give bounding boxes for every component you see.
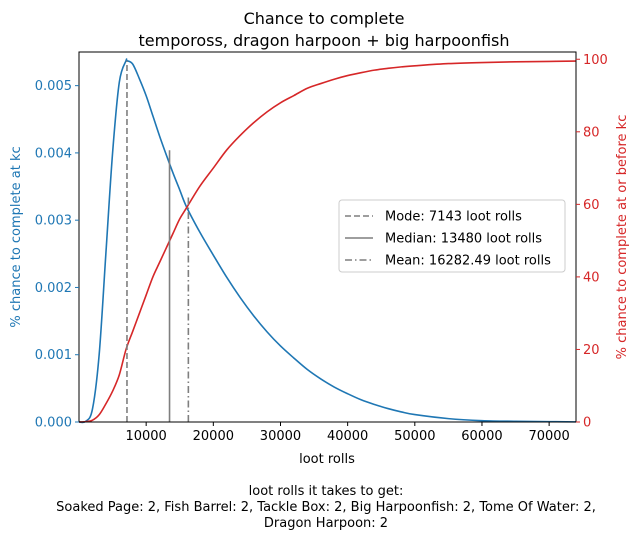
- legend-label: Median: 13480 loot rolls: [385, 232, 542, 247]
- y-right-tick-label: 20: [583, 343, 600, 358]
- x-tick-label: 20000: [193, 429, 234, 444]
- y-left-axis-label: % chance to complete at kc: [9, 146, 24, 327]
- x-axis-label: loot rolls: [299, 452, 355, 467]
- stat-markers-group: [126, 60, 190, 422]
- y-left-tick-label: 0.005: [35, 79, 72, 94]
- y-right-axis-ticks: 0 20 40 60 80 100: [576, 53, 608, 431]
- legend-label: Mode: 7143 loot rolls: [385, 210, 522, 225]
- pdf-curve-line: [78, 58, 577, 424]
- y-left-tick-label: 0.000: [35, 416, 72, 431]
- x-axis-ticks: 10000 20000 30000 40000 50000 60000 70000: [125, 422, 570, 444]
- legend: Mode: 7143 loot rolls Median: 13480 loot …: [338, 199, 566, 273]
- footer-line-1: loot rolls it takes to get:: [249, 484, 404, 499]
- y-left-tick-label: 0.003: [35, 214, 72, 229]
- cdf-curve-line: [78, 60, 577, 423]
- y-right-tick-label: 100: [583, 53, 608, 68]
- chart-subtitle: tempoross, dragon harpoon + big harpoonf…: [139, 31, 510, 50]
- y-left-tick-label: 0.002: [35, 281, 72, 296]
- y-left-tick-label: 0.004: [35, 146, 72, 161]
- legend-entries: Mode: 7143 loot rolls Median: 13480 loot …: [345, 210, 551, 269]
- curves-group: [78, 58, 577, 424]
- y-right-tick-label: 40: [583, 270, 600, 285]
- footer-line-2: Soaked Page: 2, Fish Barrel: 2, Tackle B…: [56, 500, 596, 515]
- plot-frame: [78, 51, 577, 423]
- legend-label: Mean: 16282.49 loot rolls: [385, 254, 551, 269]
- x-tick-label: 30000: [260, 429, 301, 444]
- y-right-axis-label: % chance to complete at or before kc: [615, 115, 630, 360]
- x-tick-label: 50000: [394, 429, 435, 444]
- x-tick-label: 40000: [327, 429, 368, 444]
- legend-box: [338, 199, 566, 273]
- x-tick-label: 60000: [461, 429, 502, 444]
- chart-title: Chance to complete: [244, 9, 405, 28]
- x-tick-label: 10000: [125, 429, 166, 444]
- y-left-axis-ticks: 0.000 0.001 0.002 0.003 0.004 0.005: [35, 79, 79, 431]
- y-right-tick-label: 80: [583, 125, 600, 140]
- y-right-tick-label: 60: [583, 198, 600, 213]
- x-tick-label: 70000: [528, 429, 569, 444]
- y-left-tick-label: 0.001: [35, 348, 72, 363]
- y-right-tick-label: 0: [583, 416, 591, 431]
- footer-line-3: Dragon Harpoon: 2: [264, 516, 388, 531]
